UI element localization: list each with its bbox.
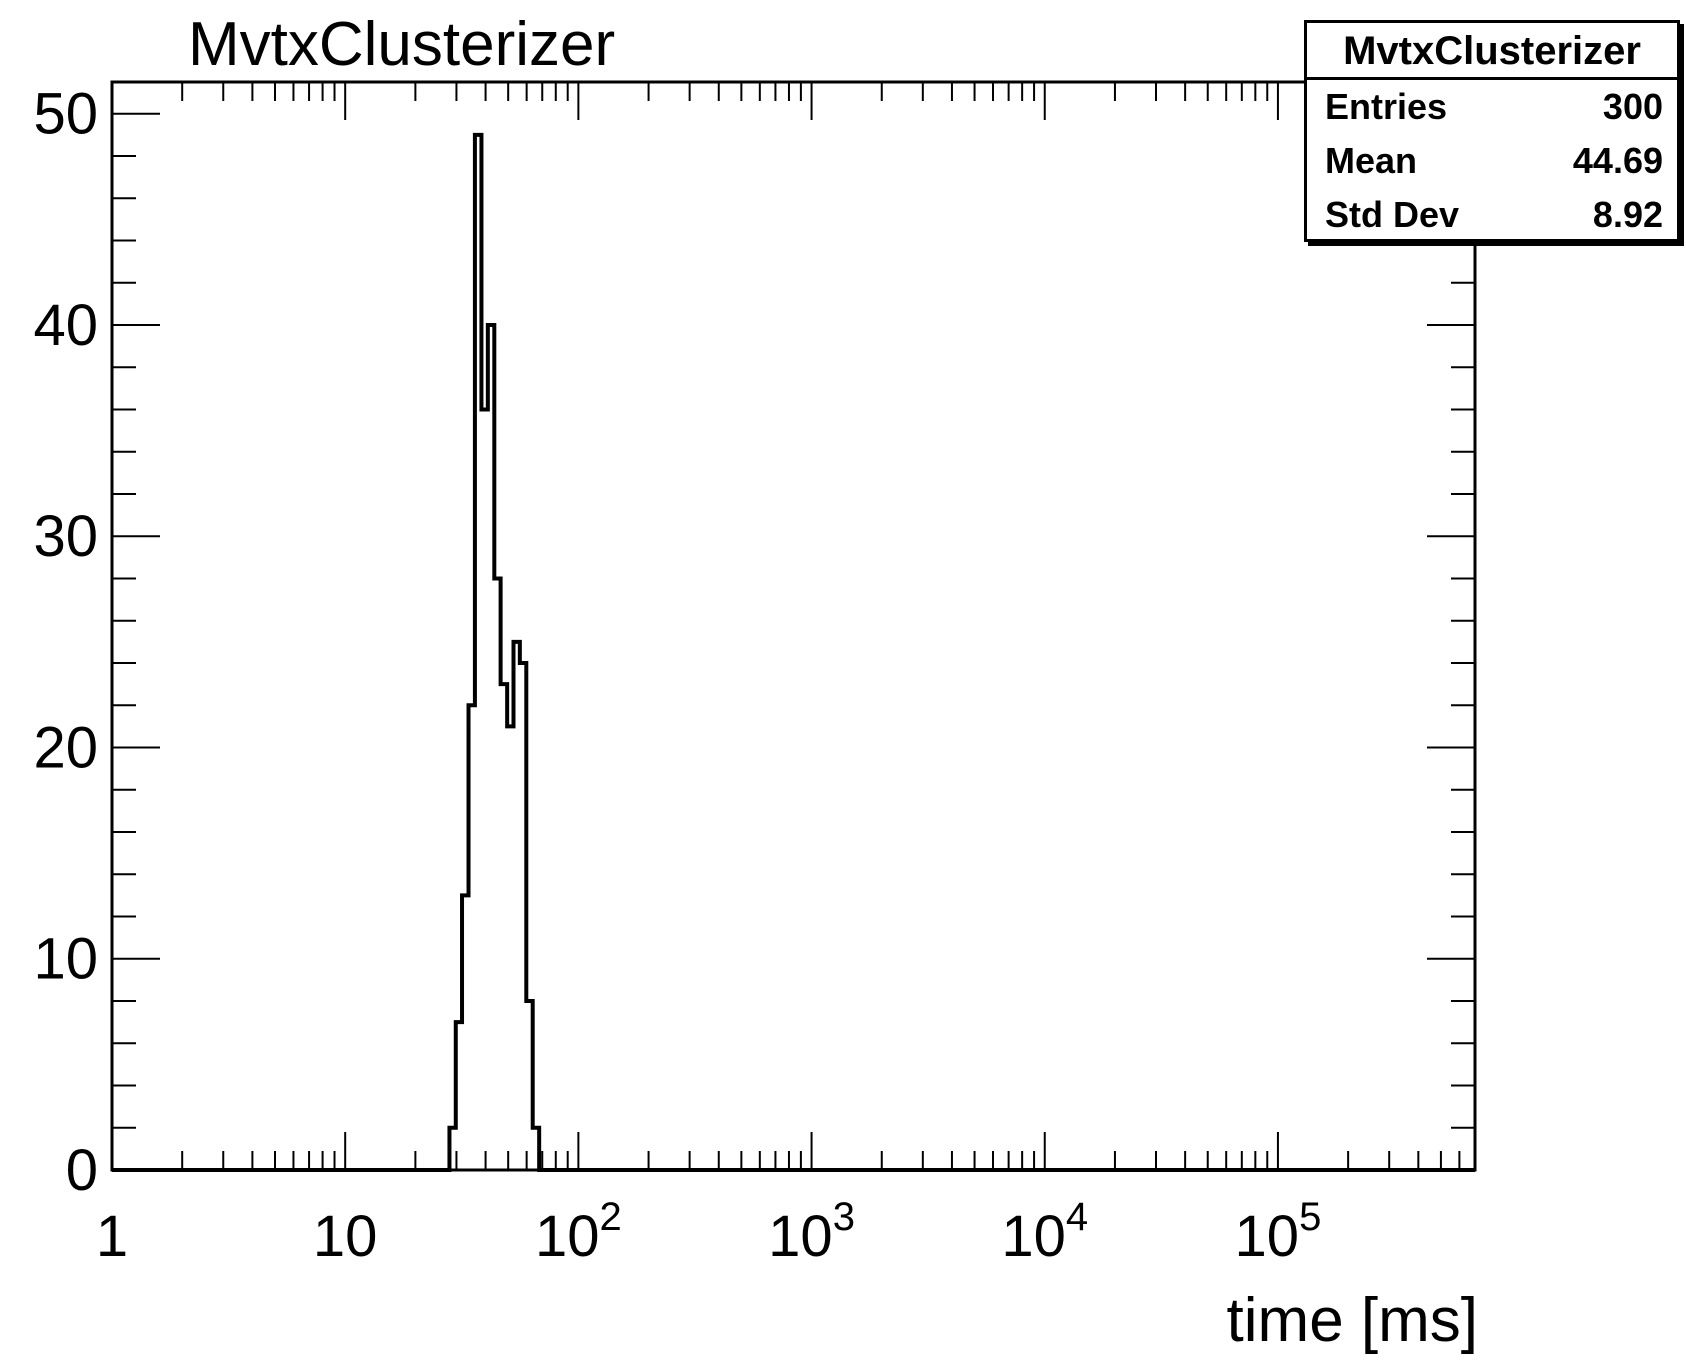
stats-label: Entries (1325, 86, 1448, 127)
stats-label: Mean (1325, 140, 1418, 181)
histogram-bin (507, 726, 513, 1170)
x-axis-label: time [ms] (1226, 1286, 1478, 1355)
x-tick-label: 103 (768, 1195, 855, 1269)
y-tick-label: 30 (33, 504, 98, 569)
histogram-outline (112, 132, 1475, 1172)
x-tick-label: 1 (96, 1204, 128, 1269)
stats-value: 44.69 (1572, 140, 1663, 181)
plot-frame (110, 80, 1477, 1172)
stats-label: Std Dev (1325, 194, 1460, 235)
stats-value: 8.92 (1592, 194, 1663, 235)
y-tick-label: 40 (33, 293, 98, 358)
chart-title: MvtxClusterizer (188, 10, 616, 79)
stats-title: MvtxClusterizer (1307, 23, 1677, 80)
x-tick-label: 105 (1235, 1195, 1322, 1269)
stats-row-std-dev: Std Dev 8.92 (1307, 188, 1677, 242)
x-tick-label: 102 (535, 1195, 622, 1269)
axis-ticks (111, 82, 1476, 1171)
stats-row-entries: Entries 300 (1307, 80, 1677, 134)
x-tick-label: 10 (313, 1204, 378, 1269)
histogram-bin (501, 684, 508, 1170)
y-tick-label: 50 (33, 82, 98, 147)
x-tick-label: 104 (1001, 1195, 1088, 1269)
x-tick-labels: 1 10 102 103 104 105 (96, 1195, 1321, 1269)
stats-row-mean: Mean 44.69 (1307, 134, 1677, 188)
y-tick-label: 0 (66, 1138, 98, 1203)
stats-value: 300 (1602, 86, 1663, 127)
y-tick-label: 10 (33, 927, 98, 992)
y-tick-labels: 0 10 20 30 40 50 (33, 82, 98, 1203)
y-tick-label: 20 (33, 715, 98, 780)
stats-box: MvtxClusterizer Entries 300 Mean 44.69 S… (1304, 20, 1680, 242)
histogram-bin (481, 409, 487, 1170)
